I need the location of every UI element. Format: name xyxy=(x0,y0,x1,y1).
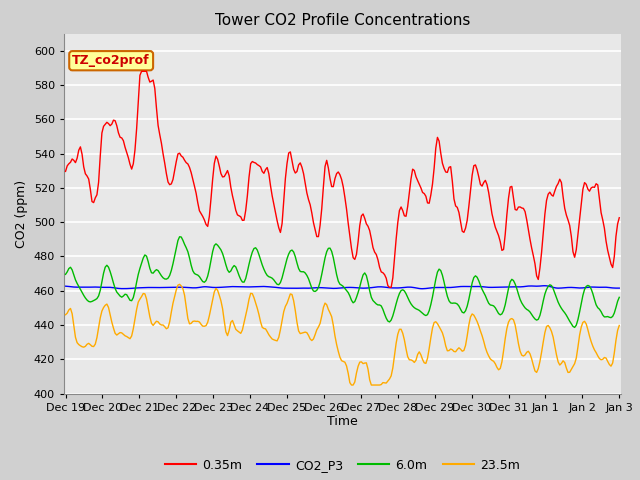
Y-axis label: CO2 (ppm): CO2 (ppm) xyxy=(15,180,28,248)
X-axis label: Time: Time xyxy=(327,415,358,429)
Title: Tower CO2 Profile Concentrations: Tower CO2 Profile Concentrations xyxy=(214,13,470,28)
Text: TZ_co2prof: TZ_co2prof xyxy=(72,54,150,67)
Legend: 0.35m, CO2_P3, 6.0m, 23.5m: 0.35m, CO2_P3, 6.0m, 23.5m xyxy=(160,454,525,477)
